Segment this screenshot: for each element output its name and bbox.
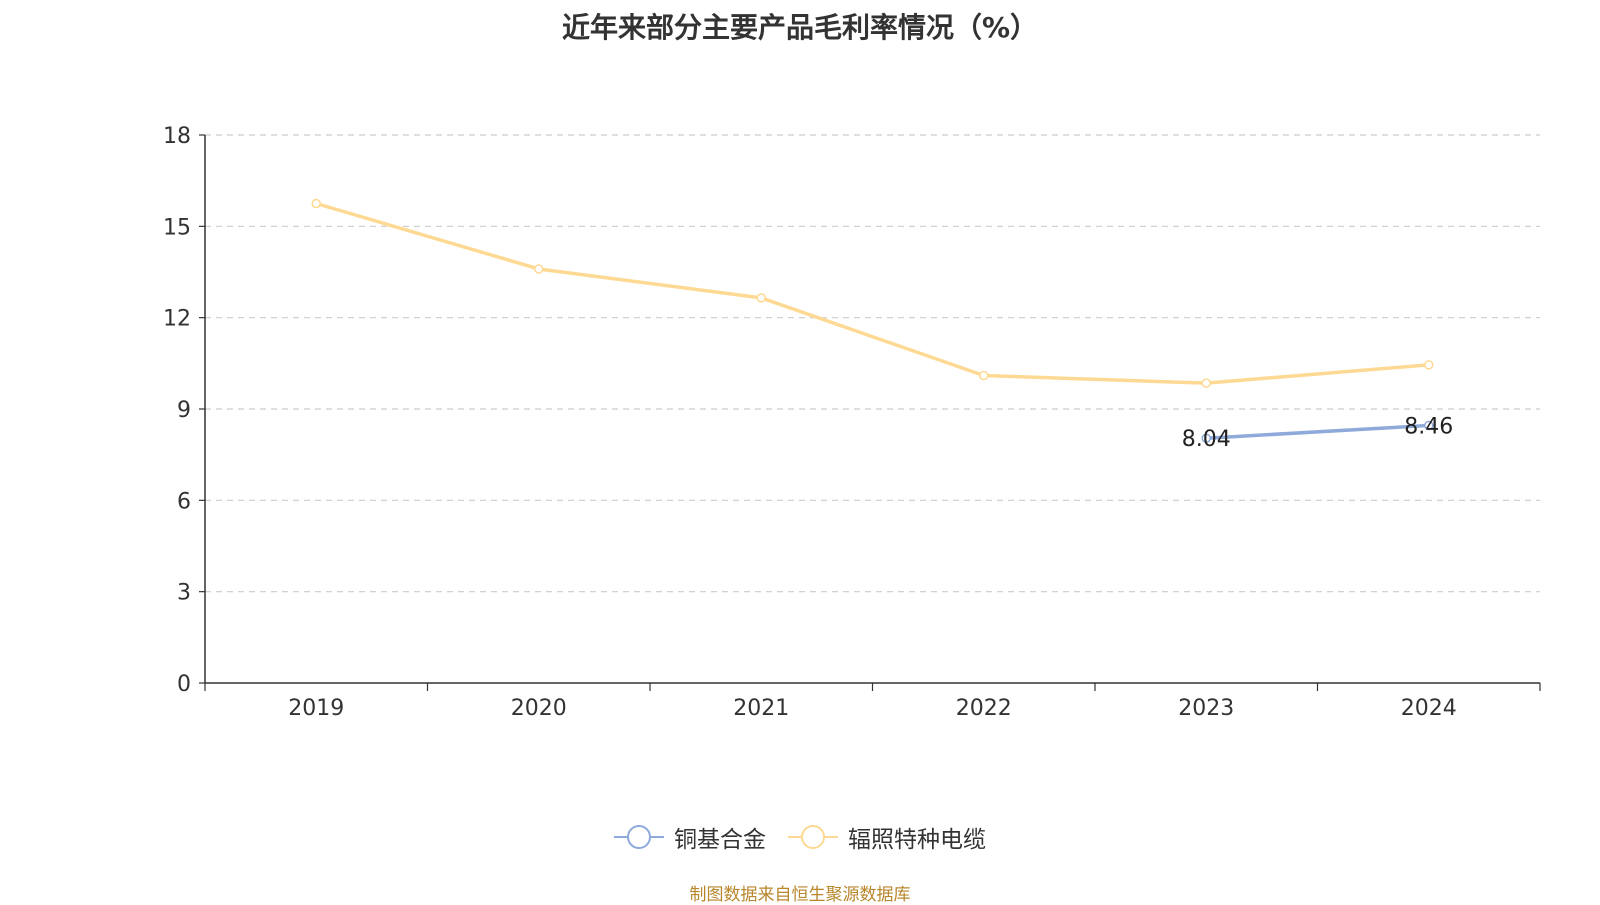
x-tick-label: 2022 (956, 696, 1012, 721)
y-tick-label: 12 (163, 307, 191, 332)
data-point-series-1 (756, 293, 766, 303)
line-chart: 0 3 6 9 12 15 18 2019 2020 2021 2022 2023 2024 8.04 8.… (163, 124, 1541, 721)
x-tick-label: 2020 (511, 696, 567, 721)
legend-marker-irradiated-cable-icon (788, 825, 838, 849)
y-tick-label: 6 (177, 489, 191, 514)
data-source-note: 制图数据来自恒生聚源数据库 (689, 885, 911, 905)
y-tick-label: 15 (163, 215, 191, 240)
legend: 铜基合金 辐照特种电缆 (0, 820, 1600, 854)
legend-label-irradiated-cable: 辐照特种电缆 (848, 827, 986, 853)
y-tick-label: 0 (177, 672, 191, 697)
data-label: 8.04 (1182, 427, 1231, 452)
x-tick-label: 2024 (1401, 696, 1457, 721)
y-tick-label: 3 (177, 581, 191, 606)
y-tick-label: 9 (177, 398, 191, 423)
legend-item-irradiated-cable[interactable]: 辐照特种电缆 (788, 820, 986, 854)
x-tick-label: 2019 (288, 696, 344, 721)
legend-item-copper-alloy[interactable]: 铜基合金 (614, 820, 766, 854)
data-point-series-1 (1201, 378, 1211, 388)
data-point-series-1 (311, 198, 321, 209)
y-tick-label: 18 (163, 124, 191, 149)
x-tick-label: 2023 (1178, 696, 1234, 721)
chart-title: 近年来部分主要产品毛利率情况（%） (561, 11, 1039, 44)
data-point-series-1 (1424, 360, 1434, 370)
x-tick-label: 2021 (733, 696, 789, 721)
series-line-0 (1204, 423, 1431, 440)
series-line-1 (314, 201, 1431, 385)
legend-label-copper-alloy: 铜基合金 (674, 827, 766, 853)
data-point-series-0 (1201, 433, 1211, 443)
data-point-series-1 (979, 370, 989, 381)
data-point-series-0 (1424, 420, 1434, 431)
data-point-series-1 (534, 264, 544, 274)
data-label: 8.46 (1404, 414, 1453, 439)
legend-marker-copper-alloy-icon (614, 825, 664, 849)
